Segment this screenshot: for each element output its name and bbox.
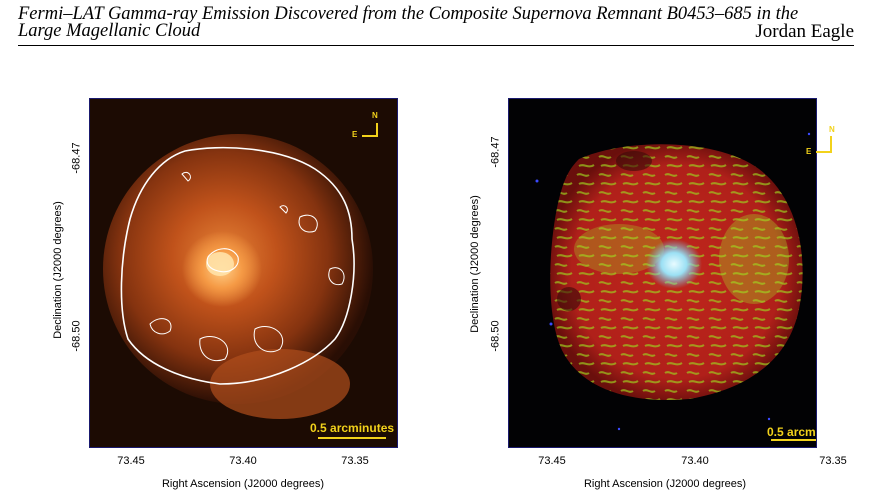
right-xtick-2: 73.40 — [681, 455, 709, 467]
page-header: Fermi–LAT Gamma-ray Emission Discovered … — [18, 4, 854, 46]
right-scalebar-line — [771, 439, 816, 441]
left-compass-arrow-e — [362, 135, 378, 137]
left-xlabel: Right Ascension (J2000 degrees) — [161, 478, 325, 490]
right-compass-arrow-n-2 — [830, 136, 832, 152]
left-image-panel: N E 0.5 arcminutes — [89, 98, 398, 448]
right-compass-n-label-2: N — [829, 125, 835, 134]
right-ytick-1: -68.47 — [489, 136, 502, 168]
left-ytick-2: -68.50 — [70, 320, 83, 352]
right-xtick-1: 73.45 — [538, 455, 566, 467]
right-pwn-core — [646, 239, 702, 289]
right-scalebar-label: 0.5 arcminutes — [767, 425, 817, 439]
left-ytick-1: -68.47 — [70, 142, 83, 174]
left-xtick-3: 73.35 — [341, 455, 369, 467]
left-compass-n-label: N — [372, 111, 378, 120]
left-compass-arrow-n — [376, 123, 378, 137]
left-compass-e-label: E — [352, 130, 358, 139]
right-compass-e-label-2: E — [806, 147, 812, 156]
left-ylabel: Declination (J2000 degrees) — [52, 201, 64, 339]
left-scalebar-line — [318, 437, 386, 439]
right-xtick-3: 73.35 — [819, 455, 847, 467]
right-ytick-2: -68.50 — [489, 320, 502, 352]
paper-title-line-2: Large Magellanic Cloud — [18, 21, 201, 41]
left-xtick-1: 73.45 — [117, 455, 145, 467]
right-image-panel: N N E 0.5 arcminutes — [508, 98, 817, 448]
author-name: Jordan Eagle — [755, 21, 854, 42]
right-sky-image — [509, 99, 816, 447]
right-xlabel: Right Ascension (J2000 degrees) — [583, 478, 747, 490]
header-rule — [18, 45, 854, 46]
right-compass-arrow-e-2 — [816, 151, 832, 153]
left-xtick-2: 73.40 — [229, 455, 257, 467]
paper-title: Fermi–LAT Gamma-ray Emission Discovered … — [18, 4, 854, 41]
left-scalebar-label: 0.5 arcminutes — [310, 421, 395, 435]
left-sky-image — [90, 99, 397, 447]
left-contour-outline — [120, 146, 355, 385]
paper-title-line-1: Fermi–LAT Gamma-ray Emission Discovered … — [18, 4, 799, 24]
right-ylabel: Declination (J2000 degrees) — [469, 195, 481, 333]
